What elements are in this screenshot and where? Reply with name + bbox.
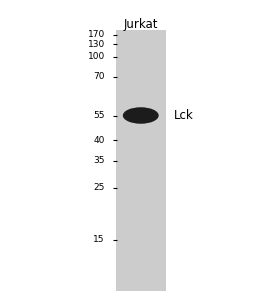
Text: Jurkat: Jurkat [123,18,158,31]
Text: 25: 25 [94,183,105,192]
Text: 100: 100 [88,52,105,62]
Text: 170: 170 [88,30,105,39]
Text: 35: 35 [93,156,105,165]
Bar [116,30,166,291]
Text: 70: 70 [93,72,105,81]
Text: 15: 15 [93,236,105,244]
Text: 130: 130 [88,40,105,49]
Ellipse shape [123,107,159,124]
Text: 55: 55 [93,111,105,120]
Text: 40: 40 [94,136,105,145]
Text: Lck: Lck [174,109,194,122]
